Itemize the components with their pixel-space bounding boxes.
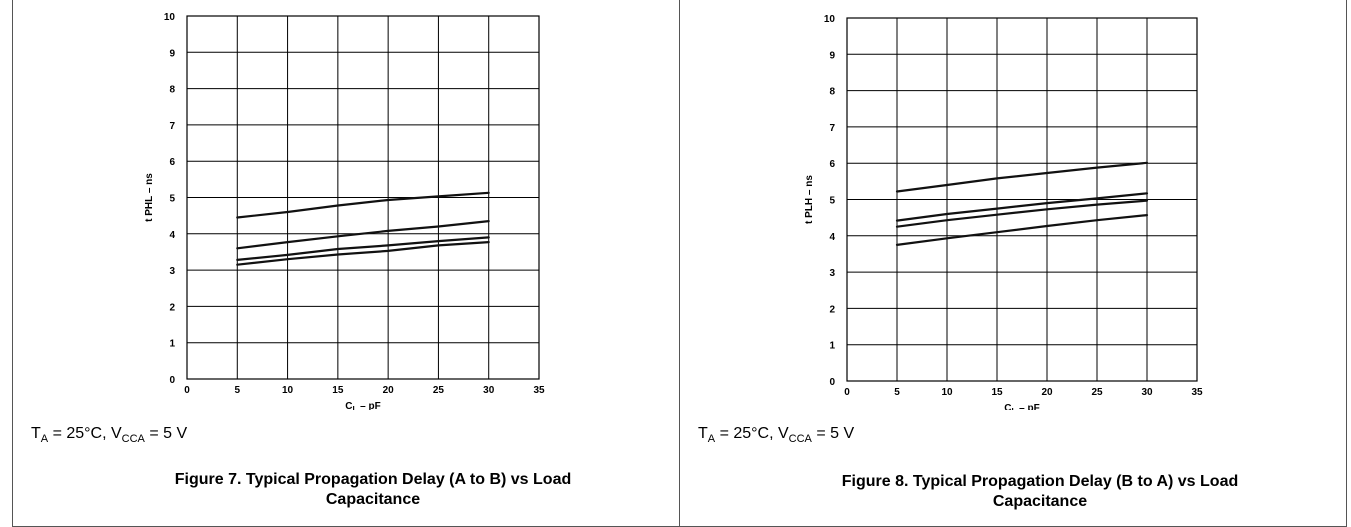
figure-8-chart: 0 5 10 15 20 25 30 35 0 1 2 3 4 5 6 7 8 9 10 CL – pF t PLH –… [804,14,1203,410]
series-line-2 [895,192,1149,222]
x-tick-label: 10 [282,385,294,396]
figure-7-caption-line2: Capacitance [325,491,421,508]
y-axis-label: t PHL – ns [144,173,155,222]
figure-7-caption-line1: Figure 7. Typical Propagation Delay (A t… [174,471,572,488]
y-tick-label: 7 [169,121,175,132]
y-tick-label: 8 [829,87,835,98]
y-tick-label: 9 [169,48,175,59]
figure-7-conditions: TA = 25°C, VCCA = 5 V [31,425,188,446]
x-tick-label: 20 [1041,387,1053,398]
figure-7-panel: 0 5 10 15 20 25 30 35 0 1 2 3 4 5 6 7 8 9 10 CL – pF t PHL –… [12,0,680,527]
y-axis-label: t PLH – ns [804,175,815,224]
y-tick-label: 5 [169,194,175,205]
x-tick-label: 25 [1091,387,1103,398]
y-tick-label: 3 [169,266,175,277]
y-tick-label: 10 [824,14,836,25]
x-tick-label: 15 [332,385,344,396]
y-tick-label: 0 [169,375,175,386]
x-tick-label: 5 [894,387,900,398]
x-tick-label: 30 [1141,387,1153,398]
series-line-1 [236,191,490,219]
x-tick-label: 0 [844,387,850,398]
y-tick-label: 10 [164,12,176,23]
series-line-4 [895,214,1149,246]
x-tick-label: 35 [1191,387,1203,398]
y-tick-label: 3 [829,268,835,279]
y-tick-label: 8 [169,85,175,96]
x-axis-label: CL – pF [345,401,380,410]
x-tick-label: 15 [991,387,1003,398]
y-tick-label: 7 [829,123,835,134]
x-tick-label: 0 [184,385,190,396]
x-tick-label: 5 [235,385,241,396]
y-tick-label: 6 [829,159,835,170]
y-tick-label: 2 [829,304,835,315]
plot-frame [846,17,1198,382]
series-line-3 [236,236,490,261]
figure-7-chart: 0 5 10 15 20 25 30 35 0 1 2 3 4 5 6 7 8 9 10 CL – pF t PHL –… [144,12,545,410]
figure-7-caption: Figure 7. Typical Propagation Delay (A t… [53,470,693,510]
y-tick-label: 9 [829,50,835,61]
series-line-1 [895,161,1149,193]
x-tick-label: 30 [483,385,495,396]
y-tick-label: 4 [829,232,835,243]
plot-frame [186,15,540,380]
series-line-3 [895,199,1149,228]
figure-8-panel: 0 5 10 15 20 25 30 35 0 1 2 3 4 5 6 7 8 9 10 CL – pF t PLH –… [680,0,1347,527]
x-tick-label: 20 [383,385,395,396]
x-tick-label: 25 [433,385,445,396]
y-tick-label: 0 [829,377,835,388]
x-tick-label: 10 [941,387,953,398]
x-axis-label: CL – pF [1004,403,1039,410]
y-tick-label: 2 [169,302,175,313]
y-tick-label: 1 [169,339,175,350]
figure-8-caption-line1: Figure 8. Typical Propagation Delay (B t… [841,473,1239,490]
y-tick-label: 1 [829,341,835,352]
y-tick-label: 5 [829,196,835,207]
series-line-2 [236,220,490,250]
y-tick-label: 6 [169,157,175,168]
figure-8-caption-line2: Capacitance [992,493,1088,510]
figure-8-conditions: TA = 25°C, VCCA = 5 V [698,425,855,446]
series-line-4 [236,241,490,266]
x-tick-label: 35 [533,385,545,396]
figure-8-caption: Figure 8. Typical Propagation Delay (B t… [720,472,1351,512]
y-tick-label: 4 [169,230,175,241]
